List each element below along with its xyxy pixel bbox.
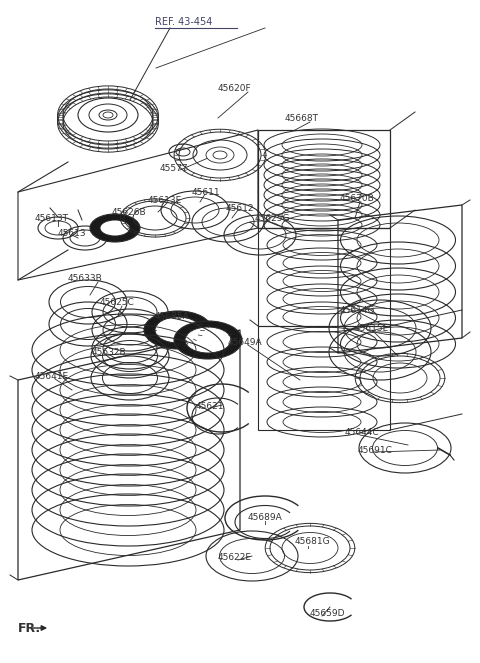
Text: FR.: FR. — [18, 621, 41, 634]
Text: REF. 43-454: REF. 43-454 — [155, 17, 212, 27]
Text: 45621: 45621 — [196, 402, 225, 410]
Text: 45612: 45612 — [226, 204, 254, 213]
Text: 45632B: 45632B — [92, 347, 127, 357]
Text: 45577: 45577 — [160, 164, 189, 172]
Ellipse shape — [90, 214, 140, 242]
Text: 45625G: 45625G — [255, 213, 290, 223]
Ellipse shape — [155, 317, 201, 343]
Text: 45649A: 45649A — [228, 337, 263, 347]
Text: 45633B: 45633B — [68, 274, 103, 282]
Text: 45613: 45613 — [58, 229, 86, 237]
Text: 45614G: 45614G — [340, 306, 375, 314]
Ellipse shape — [206, 147, 234, 163]
Ellipse shape — [100, 220, 130, 236]
Text: 45644C: 45644C — [345, 428, 380, 436]
Text: 45613E: 45613E — [148, 196, 182, 204]
Text: 45615E: 45615E — [355, 324, 389, 333]
Text: 45685A: 45685A — [155, 312, 190, 320]
Text: 45622E: 45622E — [218, 554, 252, 562]
Text: 45611: 45611 — [192, 188, 221, 196]
Text: 45668T: 45668T — [285, 113, 319, 123]
Text: 45613T: 45613T — [35, 213, 69, 223]
Text: 45620F: 45620F — [218, 84, 252, 93]
Text: 45625C: 45625C — [100, 298, 135, 306]
Text: 45641E: 45641E — [35, 371, 69, 381]
Text: 45659D: 45659D — [310, 609, 346, 619]
Ellipse shape — [144, 311, 212, 349]
Text: 45670B: 45670B — [340, 194, 375, 202]
Ellipse shape — [174, 321, 242, 359]
Text: 45691C: 45691C — [358, 446, 393, 455]
Text: 45681G: 45681G — [295, 538, 331, 546]
Text: 45689A: 45689A — [248, 514, 283, 522]
Ellipse shape — [99, 110, 117, 120]
Text: 45626B: 45626B — [112, 208, 146, 217]
Ellipse shape — [185, 327, 231, 353]
